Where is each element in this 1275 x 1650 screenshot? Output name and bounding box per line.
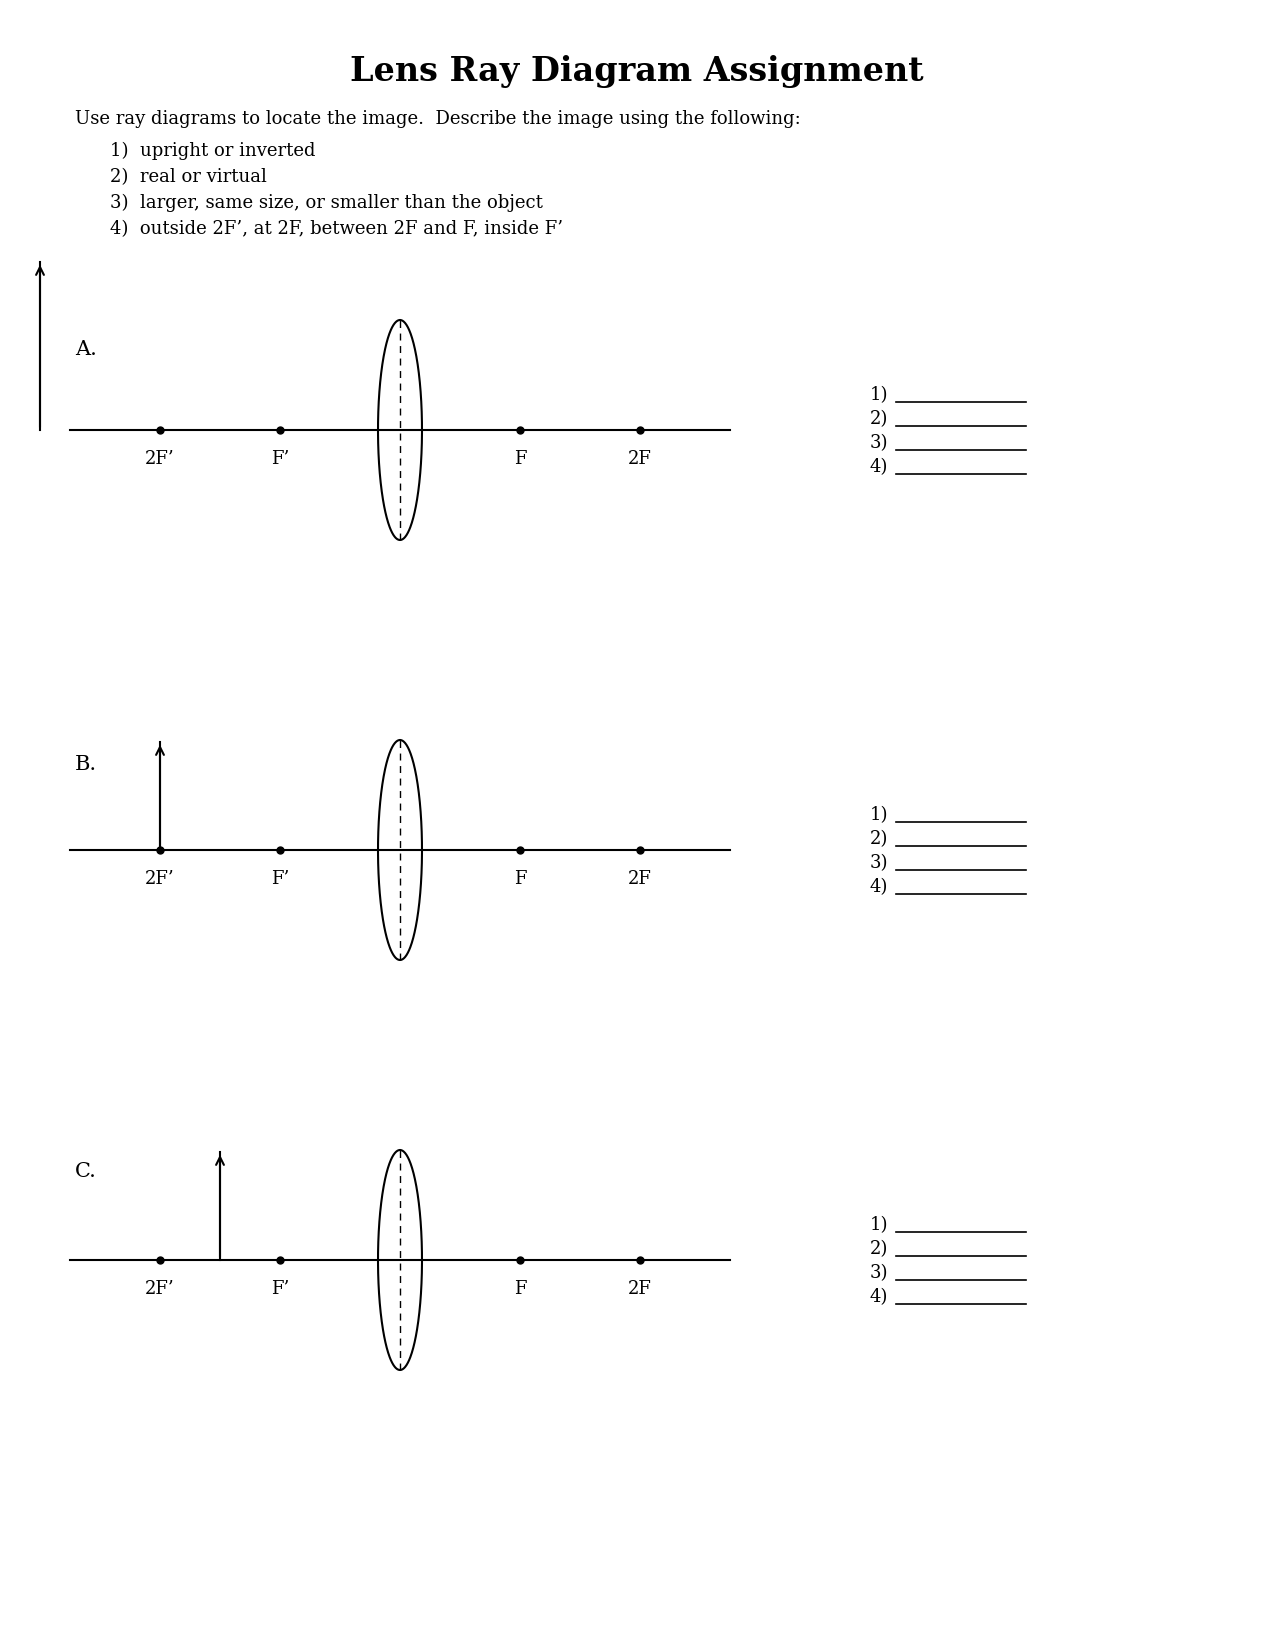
Text: 3): 3)	[870, 855, 889, 871]
Text: B.: B.	[75, 756, 97, 774]
Text: 2): 2)	[870, 830, 889, 848]
Text: 4): 4)	[870, 1289, 889, 1307]
Text: 2F’: 2F’	[145, 870, 175, 888]
Text: A.: A.	[75, 340, 97, 360]
Text: 3): 3)	[870, 434, 889, 452]
Text: 2F: 2F	[629, 1280, 652, 1299]
Text: 2F: 2F	[629, 450, 652, 469]
Text: 2): 2)	[870, 1241, 889, 1257]
Text: F’: F’	[270, 870, 289, 888]
Text: 4): 4)	[870, 459, 889, 475]
Text: 1): 1)	[870, 1216, 889, 1234]
Text: 3)  larger, same size, or smaller than the object: 3) larger, same size, or smaller than th…	[110, 195, 543, 213]
Text: C.: C.	[75, 1162, 97, 1181]
Text: 2)  real or virtual: 2) real or virtual	[110, 168, 266, 186]
Text: Lens Ray Diagram Assignment: Lens Ray Diagram Assignment	[351, 54, 924, 87]
Text: 1): 1)	[870, 386, 889, 404]
Text: F’: F’	[270, 450, 289, 469]
Text: 2F’: 2F’	[145, 450, 175, 469]
Text: 1)  upright or inverted: 1) upright or inverted	[110, 142, 315, 160]
Text: 1): 1)	[870, 805, 889, 823]
Text: 2F: 2F	[629, 870, 652, 888]
Text: 3): 3)	[870, 1264, 889, 1282]
Text: 4): 4)	[870, 878, 889, 896]
Text: 4)  outside 2F’, at 2F, between 2F and F, inside F’: 4) outside 2F’, at 2F, between 2F and F,…	[110, 219, 564, 238]
Text: 2): 2)	[870, 409, 889, 427]
Text: Use ray diagrams to locate the image.  Describe the image using the following:: Use ray diagrams to locate the image. De…	[75, 111, 801, 129]
Text: F: F	[514, 450, 527, 469]
Text: 2F’: 2F’	[145, 1280, 175, 1299]
Text: F’: F’	[270, 1280, 289, 1299]
Text: F: F	[514, 870, 527, 888]
Text: F: F	[514, 1280, 527, 1299]
